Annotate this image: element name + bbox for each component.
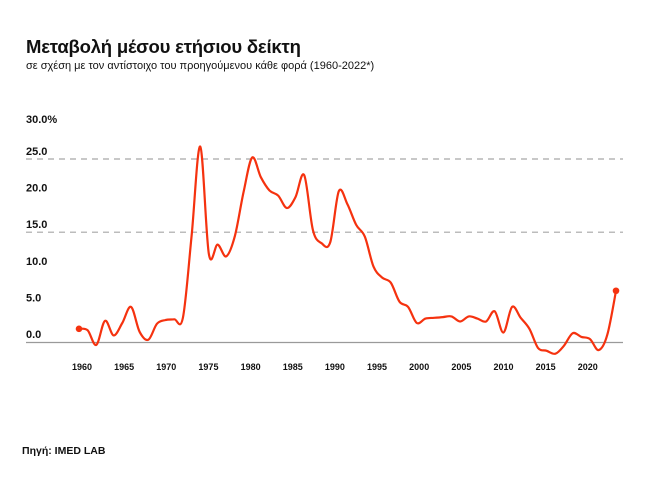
gridlines	[26, 158, 623, 344]
series-line	[77, 145, 618, 355]
series-layer	[75, 145, 620, 355]
chart-title: Μεταβολή μέσου ετήσιου δείκτη	[26, 36, 301, 57]
x-tick-label: 1975	[198, 362, 218, 372]
y-tick-label: 20.0	[26, 183, 47, 195]
x-tick-label: 2010	[493, 362, 513, 372]
y-tick-label: 25.0	[26, 146, 47, 158]
start-point-marker	[75, 325, 83, 333]
y-tick-label: 10.0	[26, 256, 47, 268]
x-tick-label: 2005	[451, 362, 471, 372]
x-tick-label: 1990	[325, 362, 345, 372]
x-axis-ticks: 1960 1965 1970 1975 1980 1985 1990 1995 2000 2005…	[72, 362, 598, 372]
y-tick-label: 5.0	[26, 292, 41, 304]
y-axis-ticks: 30.0% 25.0 20.0 15.0 10.0 5.0 0.0	[26, 114, 57, 341]
x-tick-label: 1980	[241, 362, 261, 372]
x-tick-label: 2020	[578, 362, 598, 372]
x-tick-label: 1985	[283, 362, 303, 372]
end-point-marker	[612, 287, 620, 295]
y-tick-label: 0.0	[26, 329, 41, 341]
y-tick-label: 15.0	[26, 219, 47, 231]
x-tick-label: 2015	[536, 362, 556, 372]
chart-subtitle: σε σχέση με τον αντίστοιχο του προηγούμε…	[26, 60, 375, 72]
x-tick-label: 1970	[156, 362, 176, 372]
source-note: Πηγή: IMED LAB	[22, 445, 106, 457]
x-tick-label: 2000	[409, 362, 429, 372]
x-tick-label: 1995	[367, 362, 387, 372]
x-tick-label: 1965	[114, 362, 134, 372]
y-tick-label: 30.0%	[26, 114, 57, 126]
x-tick-label: 1960	[72, 362, 92, 372]
